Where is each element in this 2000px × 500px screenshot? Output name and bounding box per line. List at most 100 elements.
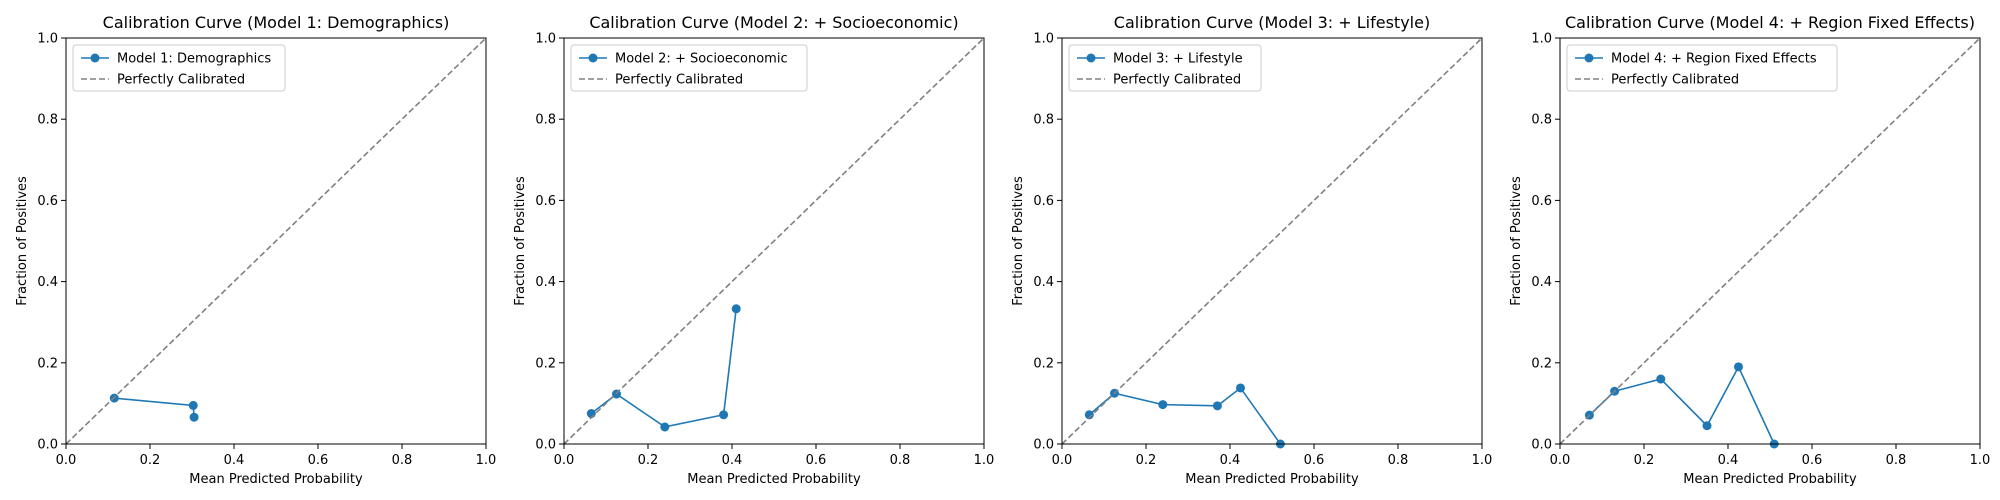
calibration-line [590,308,737,428]
x-tick-label: 0.0 [1550,453,1571,468]
series-model-1-demographics [114,397,195,418]
x-tick-label: 0.0 [56,453,77,468]
plot-frame [1559,37,1981,445]
x-tick-label: 1.0 [1970,453,1991,468]
x-tick-label: 0.6 [1304,453,1325,468]
y-tick-label: 1.0 [535,32,556,47]
x-tick-label: 0.2 [638,453,659,468]
y-tick-label: 0.0 [1033,438,1054,453]
y-tick-label: 0.4 [1531,275,1552,290]
x-axis-label: Mean Predicted Probability [1683,472,1857,487]
x-tick-label: 0.6 [806,453,827,468]
x-tick-label: 1.0 [974,453,995,468]
calibration-line [1588,365,1775,444]
y-tick-label: 0.8 [535,113,556,128]
series-model-2-socioeconomic [590,308,737,428]
chart-title: Calibration Curve (Model 4: + Region Fix… [1565,13,1975,32]
legend-box [1566,44,1838,92]
y-tick-label: 1.0 [1531,32,1552,47]
x-tick-label: 0.6 [1802,453,1823,468]
data-point [1212,401,1222,411]
y-tick-label: 0.2 [1033,356,1054,371]
calibration-line [114,397,195,418]
y-tick-label: 0.8 [1033,113,1054,128]
x-tick-label: 0.2 [140,453,161,468]
y-axis-label: Fraction of Positives [1011,176,1026,306]
data-point [1084,410,1094,420]
diagonal-reference-line [1560,38,1980,444]
diagonal-reference-line [1062,38,1482,444]
calibration-line [1088,386,1282,444]
y-tick-label: 1.0 [37,32,58,47]
legend-label: Perfectly Calibrated [1113,73,1241,88]
x-tick-label: 0.4 [224,453,245,468]
series-perfectly-calibrated [564,38,984,444]
y-tick-label: 0.0 [37,438,58,453]
chart-panel-1: Calibration Curve (Model 1: Demographics… [15,13,496,487]
plot-frame [65,37,487,445]
x-tick-label: 0.8 [392,453,413,468]
y-tick-label: 0.2 [535,356,556,371]
y-tick-label: 0.0 [1531,438,1552,453]
legend-swatch-marker [1086,53,1096,63]
y-axis-label: Fraction of Positives [513,176,528,306]
y-tick-label: 0.6 [1033,194,1054,209]
legend-label: Perfectly Calibrated [615,73,743,88]
y-tick-label: 0.4 [37,275,58,290]
legend-label: Model 1: Demographics [117,52,271,67]
y-tick-label: 0.6 [1531,194,1552,209]
legend-swatch-marker [1584,53,1594,63]
x-tick-label: 0.4 [1220,453,1241,468]
series-perfectly-calibrated [1560,38,1980,444]
legend-swatch-marker [90,53,100,63]
y-tick-label: 0.6 [37,194,58,209]
diagonal-reference-line [66,38,486,444]
data-point [1702,421,1712,431]
y-tick-label: 0.4 [535,275,556,290]
diagonal-reference-line [564,38,984,444]
y-axis-label: Fraction of Positives [15,176,30,306]
x-tick-label: 0.0 [1052,453,1073,468]
x-tick-label: 0.4 [1718,453,1739,468]
y-tick-label: 0.2 [37,356,58,371]
chart-title: Calibration Curve (Model 1: Demographics… [103,13,450,32]
legend: Model 4: + Region Fixed Effects Perfectly… [1566,44,1838,92]
chart-title: Calibration Curve (Model 2: + Socioecono… [589,13,958,32]
x-tick-label: 0.2 [1634,453,1655,468]
data-point [188,400,198,410]
series-perfectly-calibrated [1062,38,1482,444]
y-tick-label: 0.2 [1531,356,1552,371]
x-tick-label: 0.8 [890,453,911,468]
data-point [1236,383,1245,393]
data-point [719,410,729,420]
chart-panel-3: Calibration Curve (Model 3: + Lifestyle)… [1011,13,1492,487]
x-axis-label: Mean Predicted Probability [189,472,363,487]
legend-box [1068,44,1262,92]
y-tick-label: 0.6 [535,194,556,209]
x-axis-label: Mean Predicted Probability [1185,472,1359,487]
data-point [1656,374,1666,384]
y-tick-label: 0.0 [535,438,556,453]
plot-frame [563,37,985,445]
series-model-3-lifestyle [1088,386,1282,444]
legend-box [570,44,808,92]
series-perfectly-calibrated [66,38,486,444]
x-tick-label: 1.0 [1472,453,1493,468]
x-tick-label: 0.0 [554,453,575,468]
chart-panel-2: Calibration Curve (Model 2: + Socioecono… [513,13,994,487]
x-tick-label: 0.2 [1136,453,1157,468]
plot-frame [1061,37,1483,445]
legend-label: Model 4: + Region Fixed Effects [1611,52,1817,67]
y-axis-label: Fraction of Positives [1509,176,1524,306]
series-model-4-region-fixed-effects [1588,365,1775,444]
legend-label: Model 2: + Socioeconomic [615,52,788,67]
chart-title: Calibration Curve (Model 3: + Lifestyle) [1114,13,1430,32]
data-point [189,412,199,422]
x-tick-label: 0.8 [1388,453,1409,468]
chart-panel-4: Calibration Curve (Model 4: + Region Fix… [1509,13,1990,487]
x-tick-label: 0.6 [308,453,329,468]
data-point [660,422,670,432]
data-point [1158,400,1168,410]
legend-swatch-marker [588,53,598,63]
